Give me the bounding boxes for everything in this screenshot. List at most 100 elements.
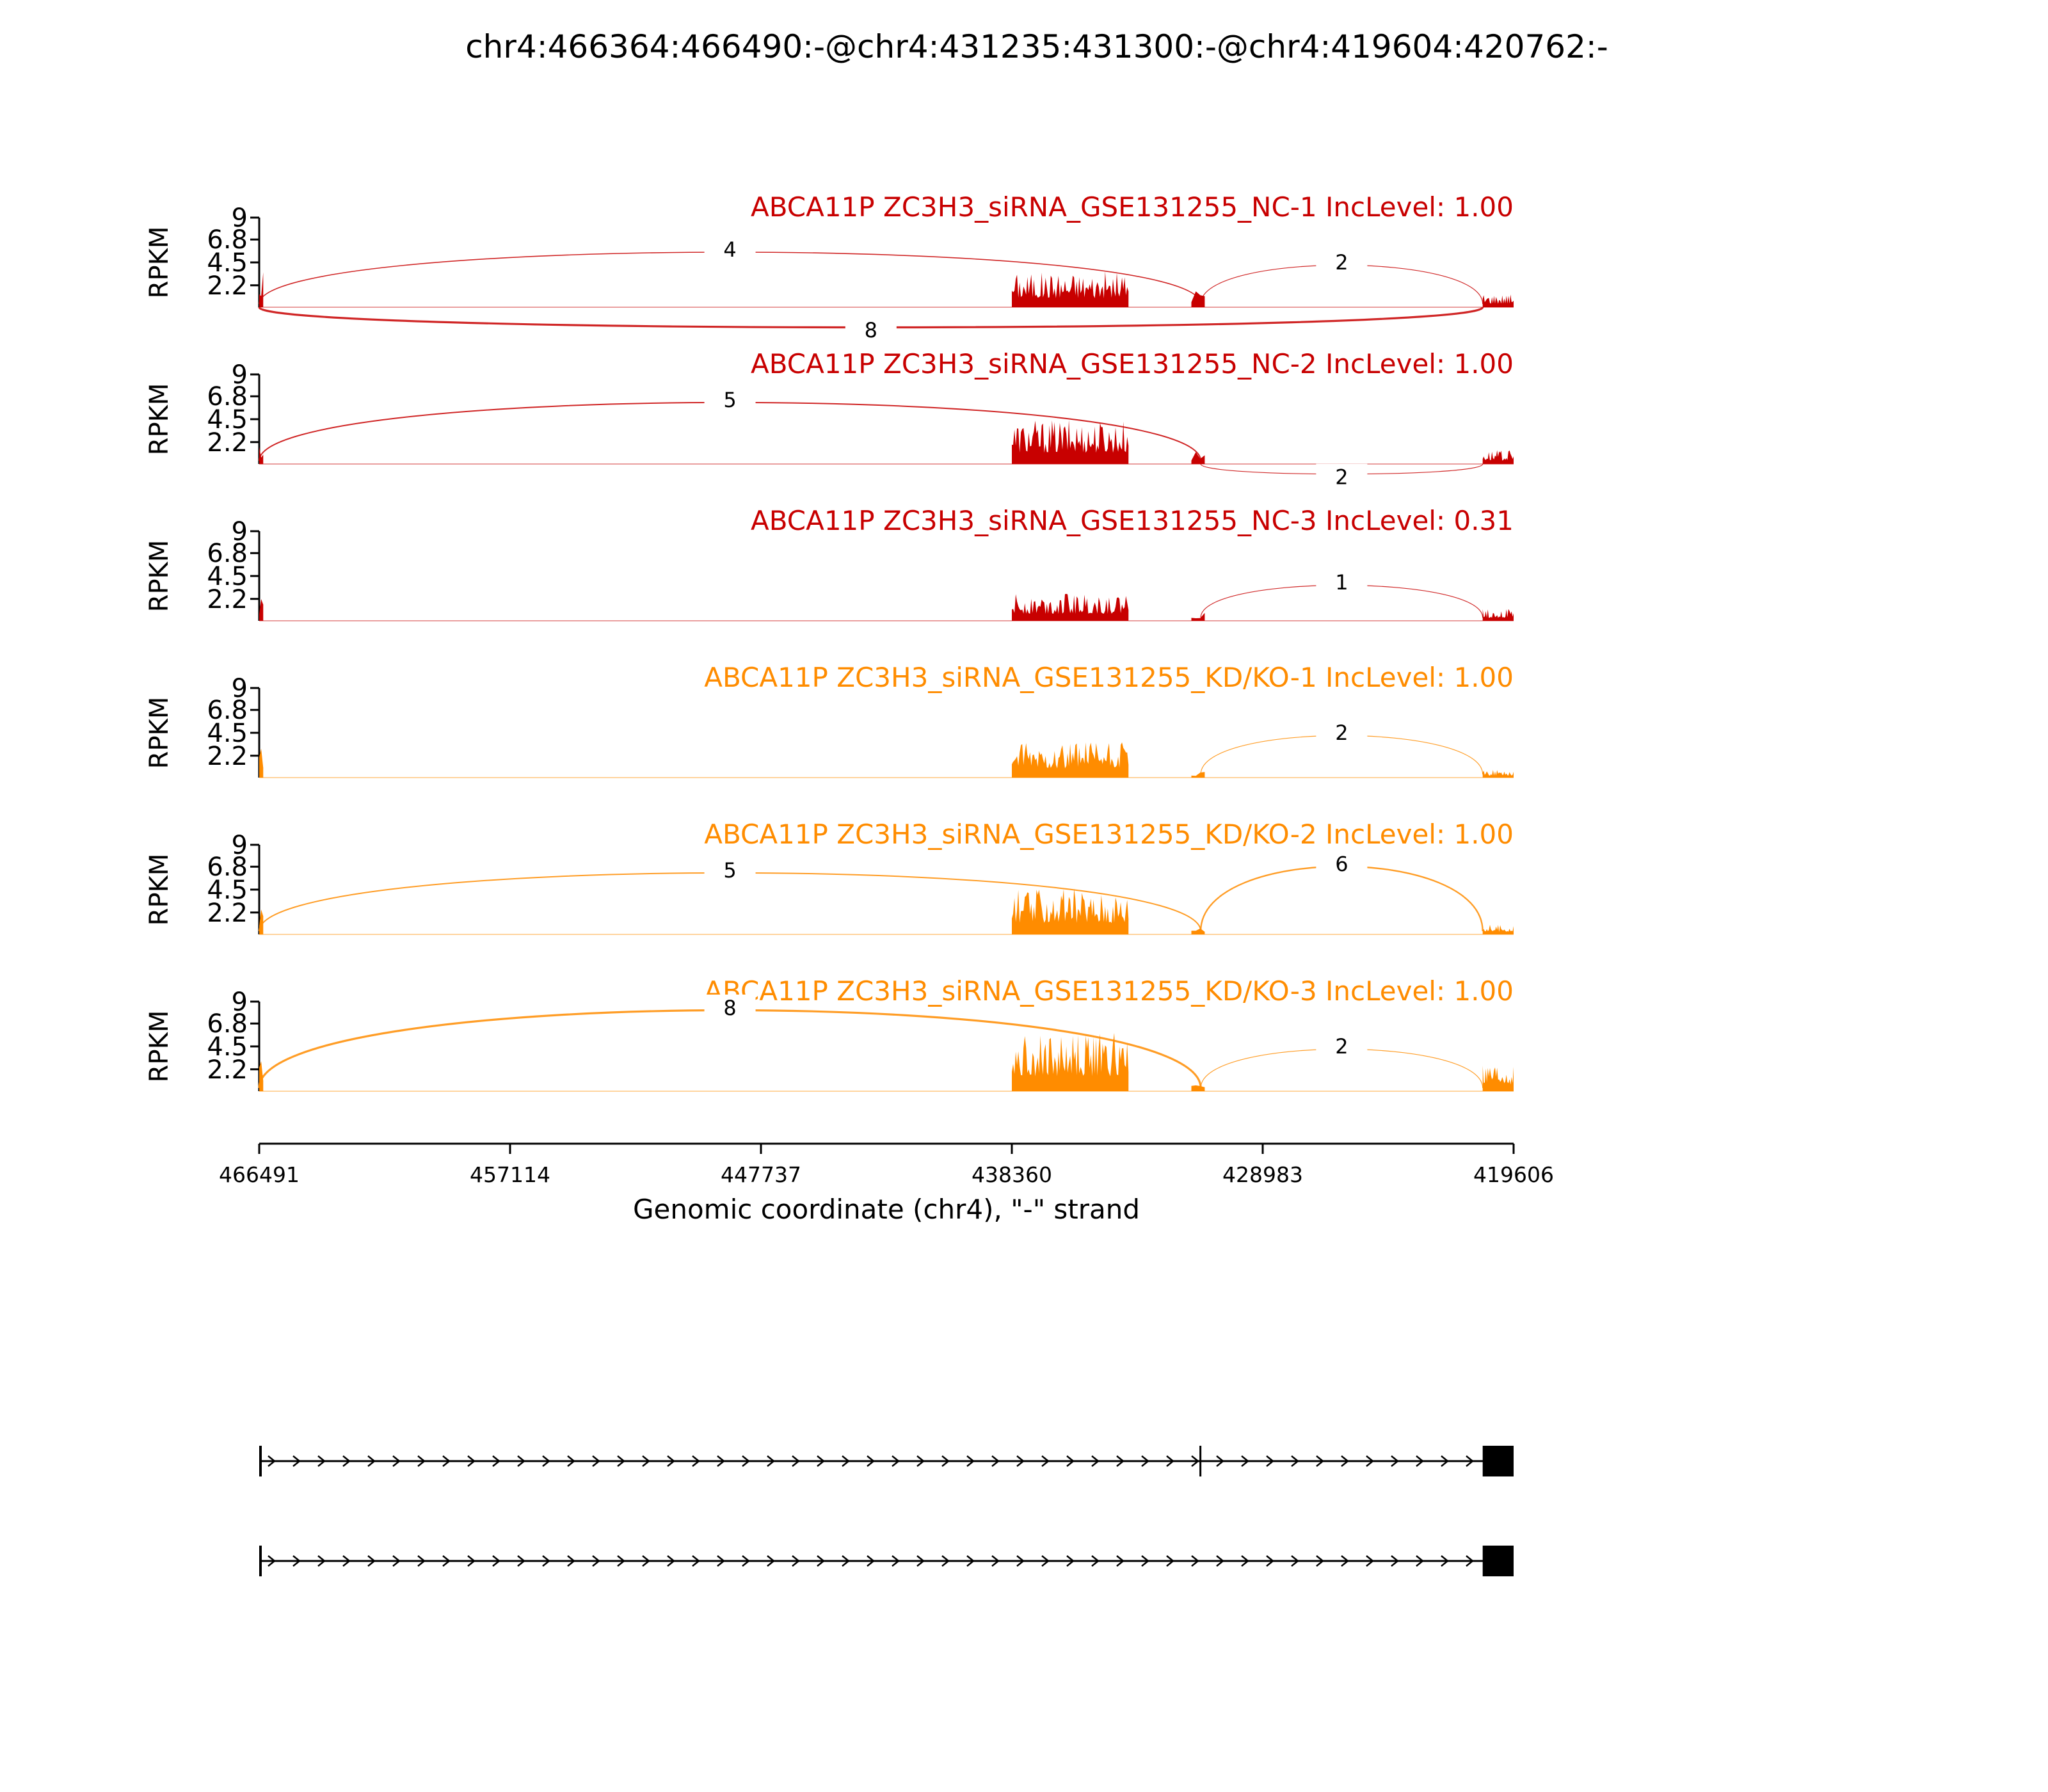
strand-arrow xyxy=(1016,1555,1025,1567)
y-axis-label: RPKM xyxy=(145,697,174,769)
y-tick-label: 4.5 xyxy=(207,876,248,905)
strand-arrow xyxy=(367,1455,376,1467)
strand-arrow xyxy=(1291,1455,1300,1467)
y-tick-label: 2.2 xyxy=(207,271,248,301)
strand-arrow xyxy=(492,1555,501,1567)
y-tick-label: 9 xyxy=(232,988,248,1017)
coverage-area xyxy=(259,599,264,621)
coverage-area xyxy=(1012,888,1129,934)
x-axis-label: Genomic coordinate (chr4), "-" strand xyxy=(633,1194,1140,1225)
y-tick-label: 6.8 xyxy=(207,382,248,412)
strand-arrow xyxy=(1091,1455,1100,1467)
strand-arrow xyxy=(1091,1555,1100,1567)
strand-arrow xyxy=(392,1555,401,1567)
y-tick-label: 9 xyxy=(232,360,248,390)
strand-arrow xyxy=(792,1455,801,1467)
junction-label: 8 xyxy=(865,318,877,342)
coverage-area xyxy=(1191,928,1205,934)
junction-label-bg xyxy=(1316,1033,1368,1059)
strand-arrow xyxy=(1066,1455,1075,1467)
strand-arrow xyxy=(417,1555,426,1567)
track-panel: 2.24.56.89 RPKM ABCA11P ZC3H3_siRNA_GSE131… xyxy=(145,191,1514,343)
coverage-area xyxy=(1012,271,1129,307)
coverage-area xyxy=(1191,291,1205,307)
strand-arrow xyxy=(941,1555,950,1567)
strand-arrow xyxy=(617,1555,626,1567)
y-tick-label: 2.2 xyxy=(207,1055,248,1085)
strand-arrow xyxy=(867,1555,876,1567)
strand-arrow xyxy=(592,1555,601,1567)
coverage-area xyxy=(259,272,264,307)
strand-arrow xyxy=(892,1555,900,1567)
strand-arrow xyxy=(1241,1455,1250,1467)
strand-arrow xyxy=(342,1555,351,1567)
y-tick-label: 6.8 xyxy=(207,852,248,882)
junction-label: 5 xyxy=(723,388,736,412)
strand-arrow xyxy=(941,1455,950,1467)
strand-arrow xyxy=(1316,1455,1325,1467)
strand-arrow xyxy=(667,1555,676,1567)
coverage-area xyxy=(1482,450,1514,464)
junction-label-bg xyxy=(845,317,897,343)
track-title: ABCA11P ZC3H3_siRNA_GSE131255_KD/KO-2 In… xyxy=(704,819,1514,850)
strand-arrow xyxy=(542,1455,551,1467)
junction-label: 8 xyxy=(723,996,736,1020)
strand-arrow xyxy=(1466,1455,1475,1467)
coverage-area xyxy=(259,748,264,778)
y-tick-label: 6.8 xyxy=(207,1009,248,1039)
strand-arrow xyxy=(342,1455,351,1467)
junction-label-bg xyxy=(1316,249,1368,275)
coverage-area xyxy=(1191,772,1205,778)
strand-arrow xyxy=(717,1455,726,1467)
y-tick-label: 4.5 xyxy=(207,405,248,435)
junction-label-bg xyxy=(1316,719,1368,745)
y-axis-label: RPKM xyxy=(145,854,174,926)
strand-arrow xyxy=(592,1455,601,1467)
strand-arrow xyxy=(692,1455,701,1467)
strand-arrow xyxy=(1341,1455,1350,1467)
strand-arrow xyxy=(1016,1455,1025,1467)
junction-label-bg xyxy=(704,857,756,883)
strand-arrow xyxy=(1266,1555,1275,1567)
strand-arrow xyxy=(1066,1555,1075,1567)
track-title: ABCA11P ZC3H3_siRNA_GSE131255_KD/KO-1 In… xyxy=(704,662,1514,693)
y-tick-label: 9 xyxy=(232,517,248,547)
strand-arrow xyxy=(442,1555,451,1567)
coverage-area xyxy=(1482,609,1514,621)
coverage-area xyxy=(1482,770,1514,778)
strand-arrow xyxy=(966,1555,975,1567)
strand-arrow xyxy=(742,1555,751,1567)
coverage-area xyxy=(1482,1066,1514,1091)
track-panel: 2.24.56.89 RPKM ABCA11P ZC3H3_siRNA_GSE131… xyxy=(145,819,1514,935)
y-axis-label: RPKM xyxy=(145,383,174,456)
x-tick-label: 447737 xyxy=(721,1162,801,1187)
strand-arrow xyxy=(1116,1455,1125,1467)
strand-arrow xyxy=(467,1455,476,1467)
y-tick-label: 2.2 xyxy=(207,742,248,771)
strand-arrow xyxy=(1391,1555,1400,1567)
x-tick-label: 457114 xyxy=(470,1162,550,1187)
strand-arrow xyxy=(916,1455,925,1467)
coverage-area xyxy=(1012,419,1129,464)
strand-arrow xyxy=(542,1555,551,1567)
coverage-area xyxy=(1191,452,1205,464)
strand-arrow xyxy=(292,1455,301,1467)
strand-arrow xyxy=(767,1455,776,1467)
x-axis: 466491 457114 447737 438360 428983 419606 xyxy=(219,1142,1554,1187)
strand-arrow xyxy=(1391,1455,1400,1467)
strand-arrow xyxy=(1441,1455,1450,1467)
track-title: ABCA11P ZC3H3_siRNA_GSE131255_NC-2 IncLe… xyxy=(751,348,1514,380)
track-panel: 2.24.56.89 RPKM ABCA11P ZC3H3_siRNA_GSE131… xyxy=(145,348,1514,490)
coverage-area xyxy=(1012,742,1129,778)
y-tick-label: 2.2 xyxy=(207,428,248,458)
strand-arrow xyxy=(417,1455,426,1467)
strand-arrow xyxy=(892,1455,900,1467)
y-tick-label: 4.5 xyxy=(207,562,248,591)
junction-label-bg xyxy=(1316,463,1368,490)
y-tick-label: 9 xyxy=(232,831,248,860)
track-title: ABCA11P ZC3H3_siRNA_GSE131255_KD/KO-3 In… xyxy=(704,975,1514,1007)
strand-arrow xyxy=(1191,1555,1200,1567)
strand-arrow xyxy=(1366,1555,1375,1567)
junction-label-bg xyxy=(704,995,756,1020)
